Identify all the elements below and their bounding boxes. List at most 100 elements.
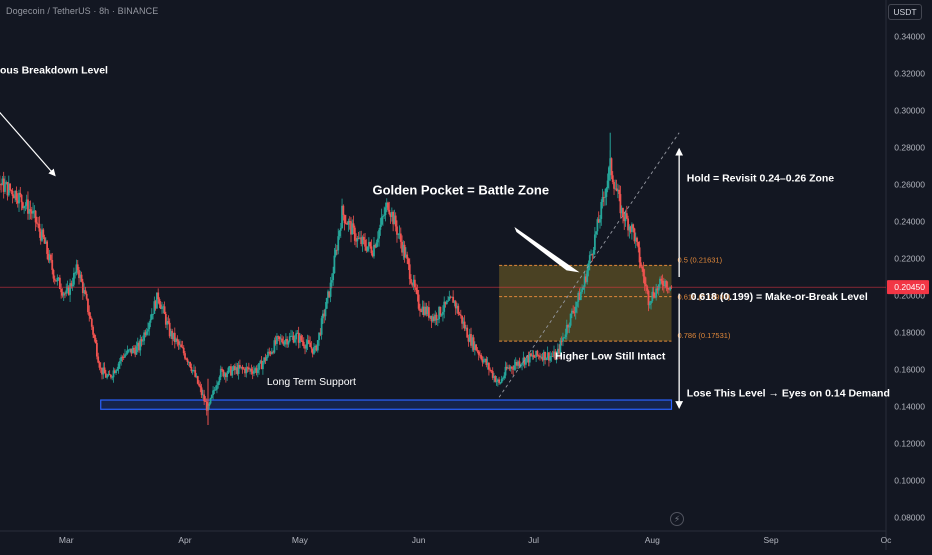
candle-body-147 bbox=[145, 331, 148, 335]
candle-body-111 bbox=[99, 367, 102, 369]
candle-body-538 bbox=[645, 284, 647, 287]
candle-body-479 bbox=[569, 313, 572, 326]
candle-body-217 bbox=[235, 367, 237, 371]
candle-body-311 bbox=[355, 240, 358, 242]
candle-body-414 bbox=[486, 362, 489, 365]
candle-body-205 bbox=[219, 368, 222, 378]
candle-body-521 bbox=[623, 217, 626, 222]
candle-body-275 bbox=[309, 342, 312, 347]
candle-body-456 bbox=[540, 356, 543, 358]
candle-body-116 bbox=[106, 375, 109, 378]
candle-body-467 bbox=[554, 351, 557, 360]
candle-body-286 bbox=[323, 313, 326, 317]
candle-body-483 bbox=[574, 306, 577, 313]
candle-body-140 bbox=[136, 342, 139, 347]
candle-body-263 bbox=[293, 339, 296, 343]
candle-body-489 bbox=[582, 286, 585, 290]
lightning-icon[interactable]: ⚡ bbox=[670, 512, 684, 526]
candle-body-494 bbox=[588, 255, 591, 264]
candle-body-224 bbox=[244, 368, 246, 374]
candle-body-369 bbox=[429, 315, 432, 318]
candle-body-491 bbox=[585, 276, 587, 282]
candle-body-135 bbox=[130, 348, 133, 354]
candle-body-248 bbox=[274, 340, 277, 344]
candle-body-83 bbox=[64, 293, 66, 295]
candle-body-66 bbox=[42, 229, 45, 238]
candle-body-410 bbox=[481, 359, 484, 363]
candle-body-380 bbox=[443, 301, 446, 312]
candle-body-209 bbox=[224, 373, 227, 378]
candle-body-330 bbox=[379, 224, 382, 230]
candle-body-64 bbox=[39, 231, 42, 241]
candle-body-476 bbox=[565, 325, 568, 335]
candle-body-36 bbox=[4, 184, 6, 192]
candle-body-246 bbox=[272, 351, 275, 353]
candle-body-223 bbox=[242, 368, 245, 370]
candle-body-191 bbox=[201, 394, 204, 396]
candle-body-385 bbox=[449, 296, 452, 298]
candle-body-472 bbox=[560, 341, 563, 343]
candle-body-89 bbox=[71, 284, 74, 287]
candle-body-403 bbox=[472, 337, 475, 350]
candle-body-383 bbox=[447, 300, 449, 302]
candle-body-461 bbox=[546, 352, 549, 359]
candle-body-99 bbox=[84, 290, 87, 294]
x-tick-label: Oc bbox=[881, 535, 893, 545]
candle-body-376 bbox=[438, 306, 440, 320]
candle-body-76 bbox=[55, 280, 57, 282]
candle-body-492 bbox=[586, 270, 589, 282]
candle-body-84 bbox=[65, 290, 68, 294]
candle-body-93 bbox=[76, 264, 79, 271]
candle-body-475 bbox=[564, 334, 567, 338]
currency-selector-button[interactable]: USDT bbox=[888, 4, 922, 20]
candle-body-407 bbox=[477, 351, 480, 355]
candle-body-342 bbox=[394, 215, 397, 227]
candle-body-141 bbox=[138, 342, 140, 351]
candle-body-546 bbox=[655, 288, 658, 298]
candle-body-194 bbox=[205, 401, 208, 411]
candle-body-152 bbox=[152, 313, 154, 315]
candle-body-557 bbox=[669, 286, 672, 290]
candle-body-294 bbox=[333, 255, 336, 274]
candle-body-211 bbox=[227, 367, 230, 374]
candle-body-274 bbox=[307, 340, 310, 343]
candle-body-444 bbox=[525, 358, 527, 365]
candle-body-381 bbox=[444, 301, 447, 305]
candle-body-315 bbox=[360, 237, 363, 245]
candle-body-277 bbox=[311, 348, 314, 354]
candle-body-44 bbox=[14, 190, 17, 199]
candle-body-377 bbox=[439, 306, 442, 316]
candle-body-120 bbox=[111, 377, 114, 379]
breakdown-arrow bbox=[0, 111, 56, 177]
y-tick-label: 0.10000 bbox=[894, 476, 925, 486]
candle-body-396 bbox=[463, 321, 466, 329]
candle-body-533 bbox=[638, 247, 641, 263]
candle-body-73 bbox=[51, 260, 54, 270]
candle-body-358 bbox=[415, 287, 418, 290]
candle-body-482 bbox=[573, 312, 576, 313]
long-term-support-zone[interactable] bbox=[100, 399, 673, 410]
candle-body-392 bbox=[458, 313, 461, 315]
candle-body-132 bbox=[126, 349, 129, 354]
candle-body-406 bbox=[476, 350, 479, 352]
candle-body-181 bbox=[189, 361, 192, 368]
candle-body-415 bbox=[487, 362, 490, 370]
candle-body-308 bbox=[351, 223, 354, 235]
candle-body-352 bbox=[407, 258, 410, 265]
candle-body-172 bbox=[177, 341, 180, 345]
candle-body-236 bbox=[259, 360, 262, 364]
candle-body-508 bbox=[606, 180, 609, 189]
candle-body-486 bbox=[578, 292, 581, 300]
candle-body-62 bbox=[37, 223, 40, 225]
candle-body-300 bbox=[341, 205, 343, 229]
candle-body-422 bbox=[496, 379, 499, 382]
candle-body-547 bbox=[656, 288, 659, 291]
candle-body-359 bbox=[416, 289, 419, 295]
candle-body-318 bbox=[364, 239, 366, 247]
candle-body-532 bbox=[637, 241, 640, 248]
candle-body-190 bbox=[200, 387, 203, 395]
candle-body-496 bbox=[591, 254, 594, 255]
candle-body-105 bbox=[92, 326, 94, 335]
